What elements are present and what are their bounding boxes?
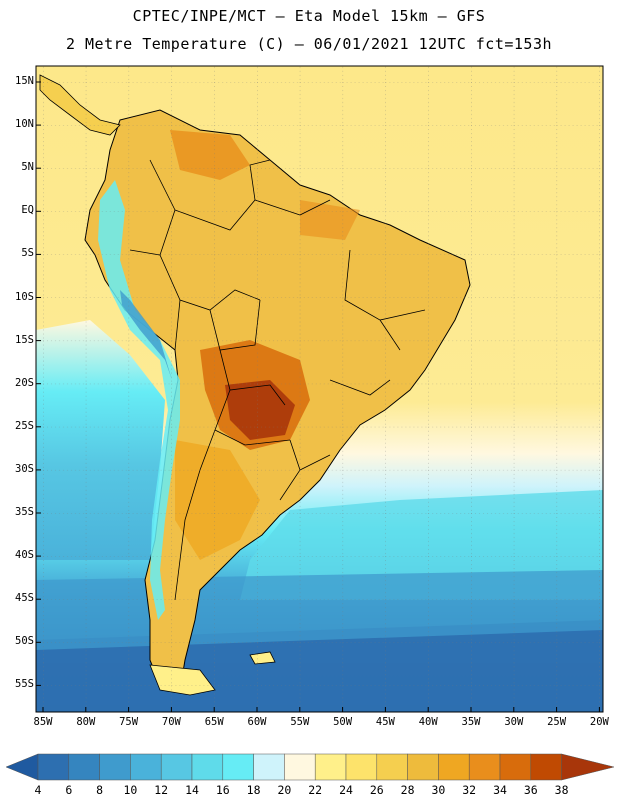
colorbar-swatch bbox=[345, 753, 378, 781]
lon-label: 35W bbox=[461, 716, 481, 728]
colorbar-swatch bbox=[253, 753, 285, 781]
colorbar-swatch bbox=[222, 753, 254, 781]
map-frame bbox=[35, 65, 604, 713]
colorbar-swatch bbox=[499, 753, 532, 781]
lon-label: 40W bbox=[418, 716, 438, 728]
lat-label: 25S bbox=[15, 419, 34, 432]
lon-label: 55W bbox=[290, 716, 310, 728]
lon-label: 75W bbox=[119, 716, 139, 728]
lon-label: 25W bbox=[547, 716, 567, 728]
lon-label: 60W bbox=[247, 716, 267, 728]
lat-label: 50S bbox=[15, 635, 34, 648]
title-line-1: CPTEC/INPE/MCT – Eta Model 15km – GFS bbox=[132, 7, 486, 25]
colorbar-label: 32 bbox=[462, 783, 477, 797]
lat-label: 30S bbox=[15, 462, 34, 475]
lat-label: 40S bbox=[15, 549, 34, 562]
lon-label: 85W bbox=[33, 716, 53, 728]
colorbar-swatch bbox=[438, 753, 470, 781]
colorbar bbox=[5, 753, 615, 781]
lat-label: 20S bbox=[15, 376, 34, 389]
lat-label: 45S bbox=[15, 592, 34, 605]
lat-lon-grid bbox=[36, 66, 603, 712]
lon-label: 70W bbox=[161, 716, 181, 728]
lat-label: 10N bbox=[15, 118, 34, 131]
colorbar-label: 38 bbox=[554, 783, 569, 797]
lat-label: EQ bbox=[21, 204, 34, 217]
colorbar-label: 30 bbox=[431, 783, 446, 797]
colorbar-label: 34 bbox=[493, 783, 507, 797]
colorbar-label: 4 bbox=[34, 783, 42, 797]
colorbar-swatch bbox=[314, 753, 347, 781]
lat-label: 55S bbox=[15, 678, 34, 691]
colorbar-label: 22 bbox=[308, 783, 323, 797]
axis-ticks bbox=[36, 81, 600, 712]
colorbar-swatch bbox=[99, 753, 131, 781]
title-line-2: 2 Metre Temperature (C) – 06/01/2021 12U… bbox=[65, 35, 553, 53]
lat-label: 5S bbox=[21, 247, 34, 260]
lon-label: 30W bbox=[504, 716, 524, 728]
colorbar-low-arrow bbox=[5, 753, 39, 781]
lat-label: 10S bbox=[15, 290, 34, 303]
lat-label: 15N bbox=[15, 75, 34, 87]
colorbar-label: 24 bbox=[339, 783, 353, 797]
colorbar-label: 36 bbox=[523, 783, 538, 797]
colorbar-label: 6 bbox=[65, 783, 73, 797]
lat-label: 5N bbox=[21, 161, 34, 174]
colorbar-high-arrow bbox=[561, 753, 615, 781]
lon-label: 45W bbox=[375, 716, 395, 728]
lon-label: 80W bbox=[76, 716, 96, 728]
colorbar-label: 26 bbox=[369, 783, 384, 797]
colorbar-swatch bbox=[407, 753, 439, 781]
colorbar-label: 18 bbox=[246, 783, 261, 797]
lon-label: 50W bbox=[333, 716, 353, 728]
colorbar-swatch bbox=[530, 753, 562, 781]
colorbar-swatch bbox=[130, 753, 162, 781]
colorbar-swatch bbox=[37, 753, 70, 781]
colorbar-swatch bbox=[284, 753, 316, 781]
colorbar-label: 10 bbox=[123, 783, 138, 797]
colorbar-swatch bbox=[376, 753, 408, 781]
colorbar-label: 12 bbox=[154, 783, 169, 797]
colorbar-swatch bbox=[191, 753, 224, 781]
colorbar-label: 16 bbox=[215, 783, 230, 797]
colorbar-swatch bbox=[160, 753, 193, 781]
lon-label: 65W bbox=[204, 716, 224, 728]
colorbar-label: 8 bbox=[96, 783, 104, 797]
lon-label: 20W bbox=[589, 716, 609, 728]
colorbar-label: 14 bbox=[185, 783, 199, 797]
colorbar-label: 28 bbox=[400, 783, 415, 797]
lat-label: 15S bbox=[15, 333, 34, 346]
lat-label: 35S bbox=[15, 506, 34, 518]
colorbar-swatch bbox=[68, 753, 100, 781]
colorbar-label: 20 bbox=[277, 783, 292, 797]
colorbar-swatch bbox=[468, 753, 501, 781]
